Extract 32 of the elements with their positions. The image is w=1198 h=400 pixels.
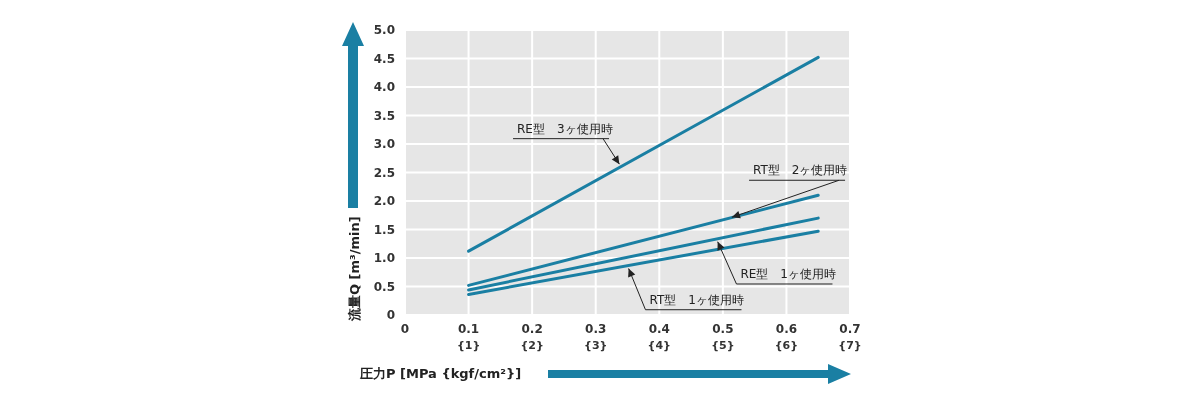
- text: RT型 1ヶ使用時: [649, 292, 744, 307]
- x2-tick-label: {4}: [647, 339, 671, 352]
- x2-tick-label: {3}: [584, 339, 608, 352]
- x-tick-label: 0.5: [712, 322, 734, 336]
- y-tick-label: 4.5: [373, 51, 395, 66]
- x2-tick-label: {1}: [456, 339, 481, 352]
- x-axis-title: 圧力P [MPa {kgf/cm²}]: [359, 366, 522, 381]
- x-tick-label: 0: [400, 322, 410, 336]
- y-tick-label: 4.0: [373, 80, 395, 95]
- text: RE型 1ヶ使用時: [740, 267, 837, 281]
- y-axis-title: 流量Q [m³/min]: [347, 216, 362, 322]
- y-tick-label: 2.5: [373, 165, 395, 180]
- x2-tick-label: {6}: [774, 339, 799, 352]
- x-tick-label: 0.6: [775, 322, 798, 336]
- x2-tick-label: {5}: [711, 339, 735, 352]
- x-tick-label: 0.2: [521, 322, 543, 336]
- x2-tick-label: {2}: [520, 339, 544, 352]
- y-tick-label: 5.0: [373, 23, 395, 38]
- y-tick-label: 0: [386, 308, 395, 323]
- text: RT型 2ヶ使用時: [753, 163, 848, 178]
- y-tick-label: 1.0: [373, 251, 395, 266]
- y-tick-label: 3.0: [373, 137, 395, 152]
- y-tick-label: 2.0: [373, 194, 395, 209]
- x2-tick-label: {7}: [838, 339, 862, 352]
- y-tick-label: 3.5: [373, 108, 395, 123]
- x-tick-label: 0.1: [457, 322, 480, 336]
- x-tick-label: 0.7: [839, 322, 861, 336]
- text: RE型 3ヶ使用時: [517, 121, 613, 136]
- x-tick-label: 0.3: [585, 322, 607, 336]
- x-tick-label: 0.4: [648, 322, 670, 336]
- y-tick-label: 0.5: [373, 279, 395, 294]
- y-tick-label: 1.5: [373, 222, 395, 237]
